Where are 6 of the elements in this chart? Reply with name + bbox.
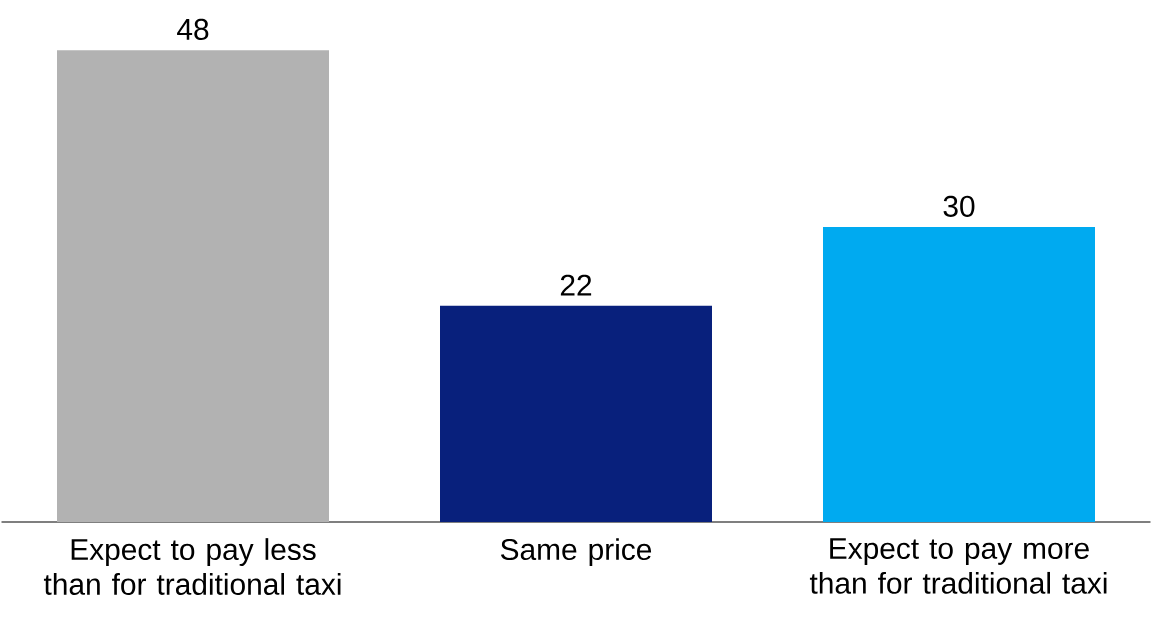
data-label: 48 <box>177 18 209 40</box>
data-label: 30 <box>943 195 975 217</box>
x-tick-label: Same price <box>500 538 652 567</box>
x-tick-label: Expect to pay less than for traditional taxi <box>43 538 341 595</box>
data-label: 22 <box>560 274 592 296</box>
x-tick-label: Expect to pay more than for traditional taxi <box>809 538 1107 594</box>
